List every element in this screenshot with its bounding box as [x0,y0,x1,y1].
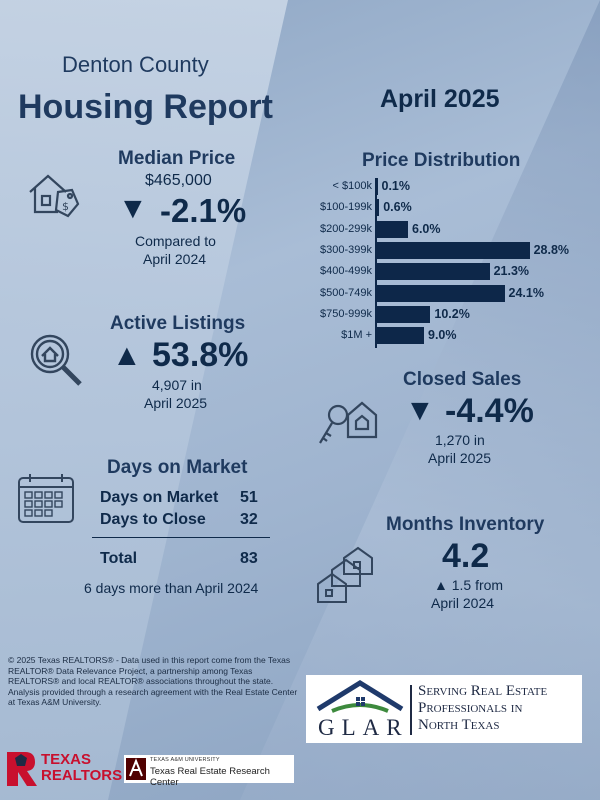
chart-bar [376,284,505,302]
closed-sales-period: April 2025 [428,450,492,466]
glar-logo: GLAR Serving Real Estate Professionals i… [306,675,582,743]
chart-bar [376,241,530,259]
report-period: April 2025 [380,85,500,113]
chart-value-label: 0.1% [381,179,411,193]
tamu-center-label: Texas Real Estate Research Center [150,766,270,788]
texas-realtors-line1: TEXAS [41,751,92,768]
chart-value-label: 24.1% [508,285,544,300]
chart-row: < $100k 0.1% [300,178,580,196]
chart-category-label: $500-749k [320,286,372,299]
chart-value-label: 0.6% [383,200,412,215]
chart-category-label: $200-299k [320,222,372,235]
active-listings-period: April 2025 [144,395,208,411]
glar-letters: GLAR [318,715,409,740]
chart-category-label: < $100k [332,180,372,192]
report-title: Housing Report [18,88,273,126]
glar-tagline-line3: North Texas [418,717,500,733]
tamu-research-center-logo: TEXAS A&M UNIVERSITY Texas Real Estate R… [124,755,294,788]
median-compared-line2: April 2024 [143,251,207,267]
houses-row-icon [314,544,380,611]
price-distribution-chart: < $100k 0.1% $100-199k 0.6% $200-299k 6.0% $30… [300,178,590,349]
chart-category-label: $400-499k [320,265,372,278]
county-name: Denton County [62,52,209,77]
chart-bar [376,327,424,345]
chart-row: $100-199k 0.6% [300,199,580,217]
copyright-disclaimer: © 2025 Texas REALTORS® - Data used in th… [8,655,298,708]
chart-category-label: $100-199k [320,201,372,214]
chart-category-label: $300-399k [320,243,372,256]
house-price-tag-icon: $ [24,166,82,229]
chart-category-label: $1M + [341,329,372,342]
months-inventory-value: 4.2 [442,537,490,575]
price-distribution-title: Price Distribution [362,150,521,171]
dtc-row-value: 32 [240,511,258,528]
median-price-value: $465,000 [145,172,212,189]
chart-row: $1M + 9.0% [300,327,580,345]
tamu-atm-icon [126,758,146,780]
median-price-arrow: ▼ [118,192,148,225]
days-on-market-note: 6 days more than April 2024 [84,580,259,596]
closed-sales-title: Closed Sales [403,369,522,390]
dom-row-value: 51 [240,489,258,506]
median-price-change: -2.1% [160,192,247,229]
months-inventory-period: April 2024 [431,595,495,611]
total-divider [92,537,270,538]
dom-row-label: Days on Market [100,489,219,506]
active-listings-title: Active Listings [110,313,246,334]
total-value: 83 [240,550,258,567]
texas-realtors-r-icon [7,752,37,786]
magnifier-house-icon [26,330,88,397]
active-listings-count: 4,907 in [152,377,202,393]
days-on-market-title: Days on Market [107,457,248,478]
chart-bar [376,199,380,217]
months-inventory-title: Months Inventory [386,514,545,535]
active-listings-arrow: ▲ [112,339,142,372]
chart-bar [376,220,408,238]
median-price-title: Median Price [118,148,236,169]
closed-sales-arrow: ▼ [405,394,435,427]
chart-bar [376,305,431,323]
closed-sales-count: 1,270 in [435,432,485,448]
chart-row: $750-999k 10.2% [300,305,580,324]
svg-text:$: $ [62,200,69,213]
total-label: Total [100,550,138,567]
chart-value-label: 6.0% [412,221,441,236]
chart-value-label: 10.2% [434,306,470,321]
chart-row: $200-299k 6.0% [300,220,580,239]
glar-tagline: Serving Real Estate Professionals in Nor… [418,683,547,734]
tamu-small-label: TEXAS A&M UNIVERSITY [150,757,220,763]
glar-tagline-line2: Professionals in [418,700,523,716]
glar-tagline-line1: Serving Real Estate [418,683,548,699]
chart-axis-line [375,178,377,349]
glar-roof-icon [316,680,404,713]
chart-bar [376,263,490,281]
median-compared-line1: Compared to [135,233,216,249]
months-inventory-change: ▲ 1.5 from [434,577,504,593]
chart-value-label: 28.8% [533,242,570,257]
calendar-icon [16,472,76,531]
house-key-icon [316,393,382,458]
texas-realtors-line2: REALTORS [41,767,123,784]
texas-realtors-logo: TEXAS REALTORS [5,748,123,790]
glar-divider [410,685,412,735]
chart-row: $400-499k 21.3% [300,263,580,281]
chart-category-label: $750-999k [320,307,372,320]
closed-sales-change: -4.4% [445,392,534,430]
dtc-row-label: Days to Close [100,511,206,528]
active-listings-change: 53.8% [152,336,249,374]
chart-row: $300-399k 28.8% [300,241,580,260]
chart-row: $500-749k 24.1% [300,284,580,303]
chart-value-label: 9.0% [428,328,457,343]
chart-bar [376,178,378,195]
chart-value-label: 21.3% [493,264,530,279]
